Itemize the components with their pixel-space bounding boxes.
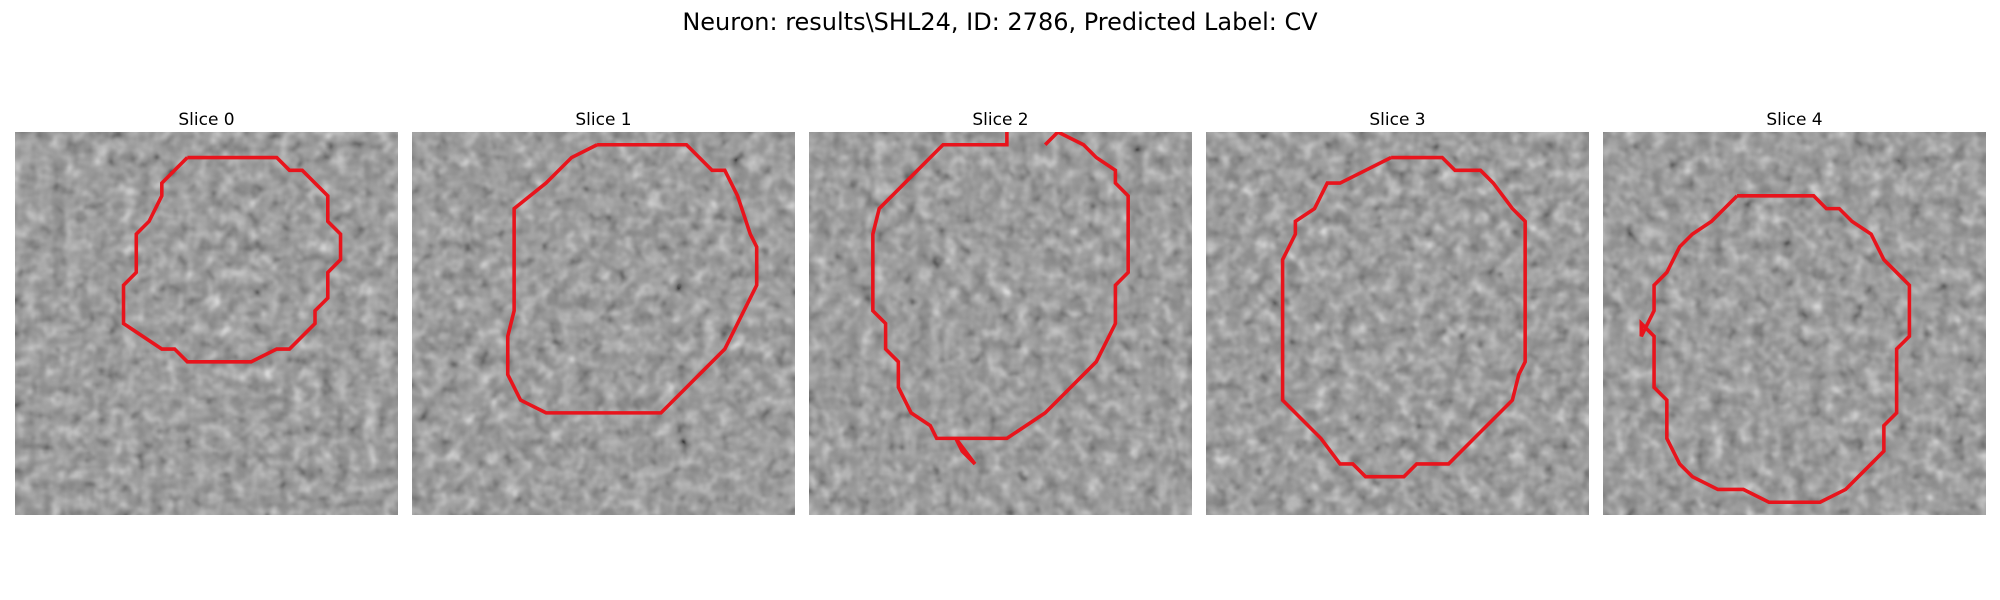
slice-panel-0: Slice 0	[15, 108, 398, 515]
contour	[505, 142, 759, 415]
slice-title: Slice 0	[178, 110, 235, 130]
slice-image	[1206, 132, 1589, 515]
contour	[121, 155, 343, 364]
slice-image	[15, 132, 398, 515]
slice-panel-4: Slice 4	[1603, 108, 1986, 515]
slice-panel-2: Slice 2	[809, 108, 1192, 515]
figure-title: Neuron: results\SHL24, ID: 2786, Predict…	[682, 8, 1318, 36]
slice-title: Slice 2	[972, 110, 1029, 130]
slice-title: Slice 1	[575, 110, 632, 130]
slice-title: Slice 4	[1766, 110, 1823, 130]
slice-image	[412, 132, 795, 515]
slice-image	[809, 132, 1192, 515]
contour	[1280, 155, 1527, 479]
slice-panel-3: Slice 3	[1206, 108, 1589, 515]
contour	[871, 132, 1130, 466]
slice-image	[1603, 132, 1986, 515]
slice-title: Slice 3	[1369, 110, 1426, 130]
contour	[1639, 194, 1912, 505]
slice-panel-1: Slice 1	[412, 108, 795, 515]
